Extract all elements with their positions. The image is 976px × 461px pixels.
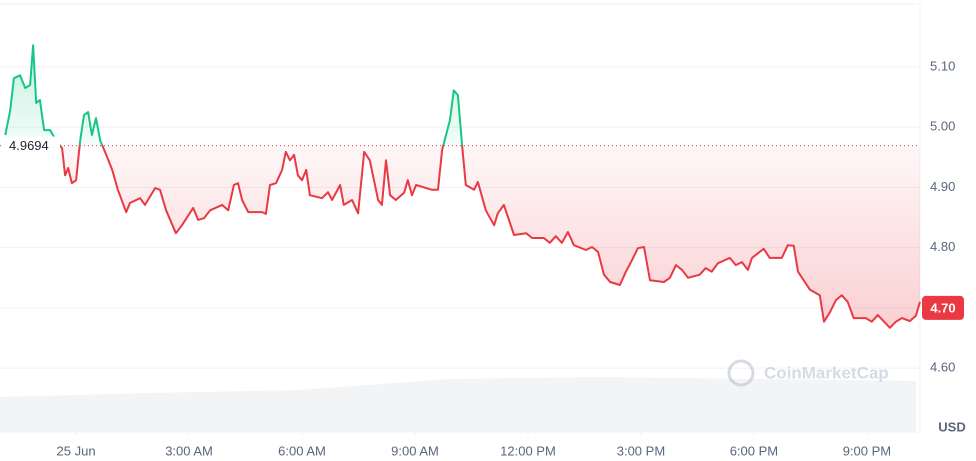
price-area xyxy=(5,45,920,328)
x-tick-label: 9:00 PM xyxy=(843,443,891,458)
x-tick-label: 9:00 AM xyxy=(391,443,439,458)
x-tick-label: 6:00 AM xyxy=(278,443,326,458)
y-axis-label: USD xyxy=(938,419,965,434)
x-tick-label: 3:00 AM xyxy=(165,443,213,458)
last-price-bg xyxy=(922,295,964,320)
volume-backdrop xyxy=(0,377,916,432)
x-tick-label: 6:00 PM xyxy=(730,443,778,458)
baseline-label: 4.9694 xyxy=(9,138,49,153)
price-line xyxy=(4,44,921,329)
y-tick-label: 5.10 xyxy=(930,58,955,73)
x-tick-label: 25 Jun xyxy=(57,443,96,458)
y-tick-label: 4.80 xyxy=(930,239,955,254)
x-tick-label: 3:00 PM xyxy=(617,443,665,458)
y-tick-label: 5.00 xyxy=(930,119,955,134)
baseline-label-bg xyxy=(4,136,60,155)
y-tick-label: 4.90 xyxy=(930,179,955,194)
watermark-text: CoinMarketCap xyxy=(764,363,889,382)
watermark-logo xyxy=(727,359,755,387)
x-tick-label: 12:00 PM xyxy=(500,443,556,458)
y-tick-label: 4.60 xyxy=(930,360,955,375)
watermark: CoinMarketCap xyxy=(727,359,889,387)
last-price-label: 4.70 xyxy=(930,300,955,315)
